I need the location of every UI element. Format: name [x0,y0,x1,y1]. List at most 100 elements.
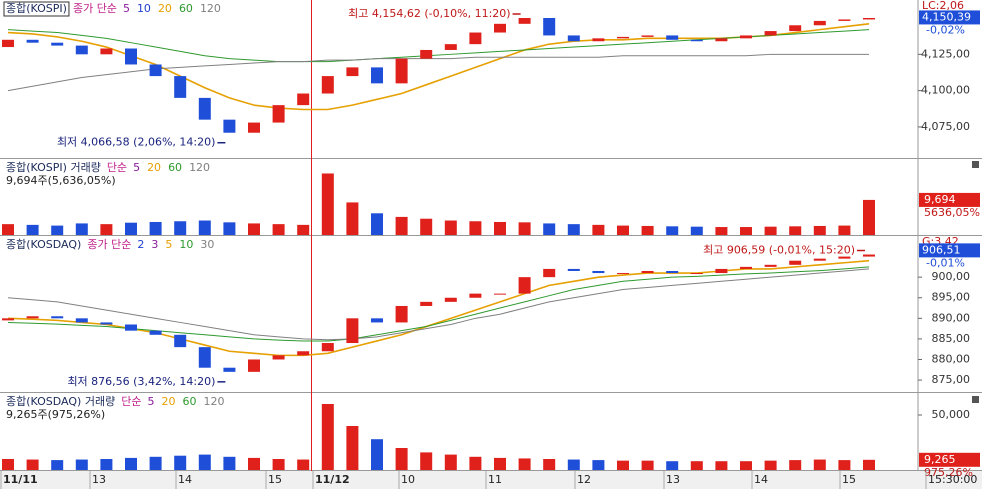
high-annotation: 최고 906,59 (-0,01%, 15:20) [703,244,855,257]
last-volume: 9,265 [924,453,956,466]
candle-body [2,318,14,321]
volume-bar [26,224,39,235]
volume-bar [100,459,113,470]
candle-body [248,122,260,133]
candle-body [863,18,875,20]
y-tick-label: 4,125,00 [921,47,970,60]
volume-bar [641,460,654,470]
time-label: 13 [666,473,680,486]
last-price: 4,150,39 [922,10,971,23]
y-tick-label: 4,075,00 [921,120,970,133]
volume-bar [371,439,383,470]
candle-body [395,58,408,84]
volume-bar [321,404,334,470]
moving-average-line [7,268,870,341]
candle-body [863,254,875,257]
volume-bar [592,224,605,235]
candle-body [444,297,457,302]
legend-title: 종합(KOSPI) [6,2,67,15]
volume-bar [371,213,383,235]
candle-body [715,38,728,42]
volume-bar [297,224,310,235]
legend-label: 종가 단순 [87,238,131,251]
volume-bar [395,216,408,235]
volume-ratio: 5636,05% [924,206,980,219]
last-price: 906,51 [922,243,961,256]
volume-bar [272,459,285,470]
candle-body [518,277,531,294]
volume-bar [617,460,629,470]
candle-body [321,76,334,94]
y-tick-label: 885,00 [932,332,971,345]
candle-body [690,273,703,275]
low-annotation: 최저 4,066,58 (2,06%, 14:20) [57,136,215,149]
volume-bar [174,221,187,235]
candle-body [100,48,113,55]
candle-body [149,330,162,335]
legend-label: 종가 단순 [73,2,117,15]
legend-period: 20 [161,395,175,408]
last-change: -0,02% [926,23,965,36]
moving-average-line [7,29,870,63]
candle-body [51,316,64,319]
volume-bar [346,426,359,470]
y-tick-label: 50,000 [932,408,971,421]
volume-bar [838,460,851,470]
last-price-box [919,243,980,258]
volume-bar [469,456,482,470]
corner-label: LC:2,06 [922,0,964,12]
candle-body [174,334,187,348]
volume-bar [789,460,802,470]
y-tick-label: 895,00 [932,291,971,304]
legend-period: 10 [137,2,151,15]
time-label: 15 [268,473,282,486]
volume-bar [567,224,580,235]
volume-bar [813,225,826,235]
time-label: 11/11 [3,473,38,486]
candle-body [789,260,802,265]
volume-bar [863,199,875,235]
candle-body [125,324,137,331]
volume-bar [100,224,113,235]
close-icon[interactable] [972,161,979,168]
candle-body [26,316,39,319]
volume-bar [2,459,14,470]
legend-label: 단순 [107,161,127,174]
time-label: 15:30:00 [928,473,977,486]
volume-bar [666,461,679,470]
candle-body [444,44,457,50]
volume-bar [223,456,236,470]
legend-period: 3 [151,238,158,251]
low-annotation: 최저 876,56 (3,42%, 14:20) [67,375,215,388]
volume-bar [494,457,506,470]
last-volume-box [919,452,980,467]
legend-period: 20 [158,2,172,15]
last-change: -0,01% [926,256,965,269]
candle-body [567,268,580,271]
candle-body [346,318,359,344]
close-icon[interactable] [972,396,979,403]
volume-bar [863,459,875,470]
legend-period: 20 [147,161,161,174]
volume-bar [494,221,506,235]
candle-body [617,36,629,39]
volume-bar [26,459,39,470]
time-label: 14 [754,473,768,486]
volume-bar [2,224,14,235]
candle-body [272,355,285,360]
candle-body [2,39,14,48]
volume-bar [346,202,359,235]
candle-body [641,270,654,274]
volume-bar [75,459,88,470]
candle-body [149,64,162,77]
candle-body [223,367,236,372]
time-label: 11 [488,473,502,486]
legend-period: 5 [133,161,140,174]
volume-bar [149,221,162,235]
legend-period: 120 [200,2,221,15]
legend-period: 5 [123,2,130,15]
volume-bar [838,225,851,235]
time-label: 12 [577,473,591,486]
legend-period: 120 [203,395,224,408]
